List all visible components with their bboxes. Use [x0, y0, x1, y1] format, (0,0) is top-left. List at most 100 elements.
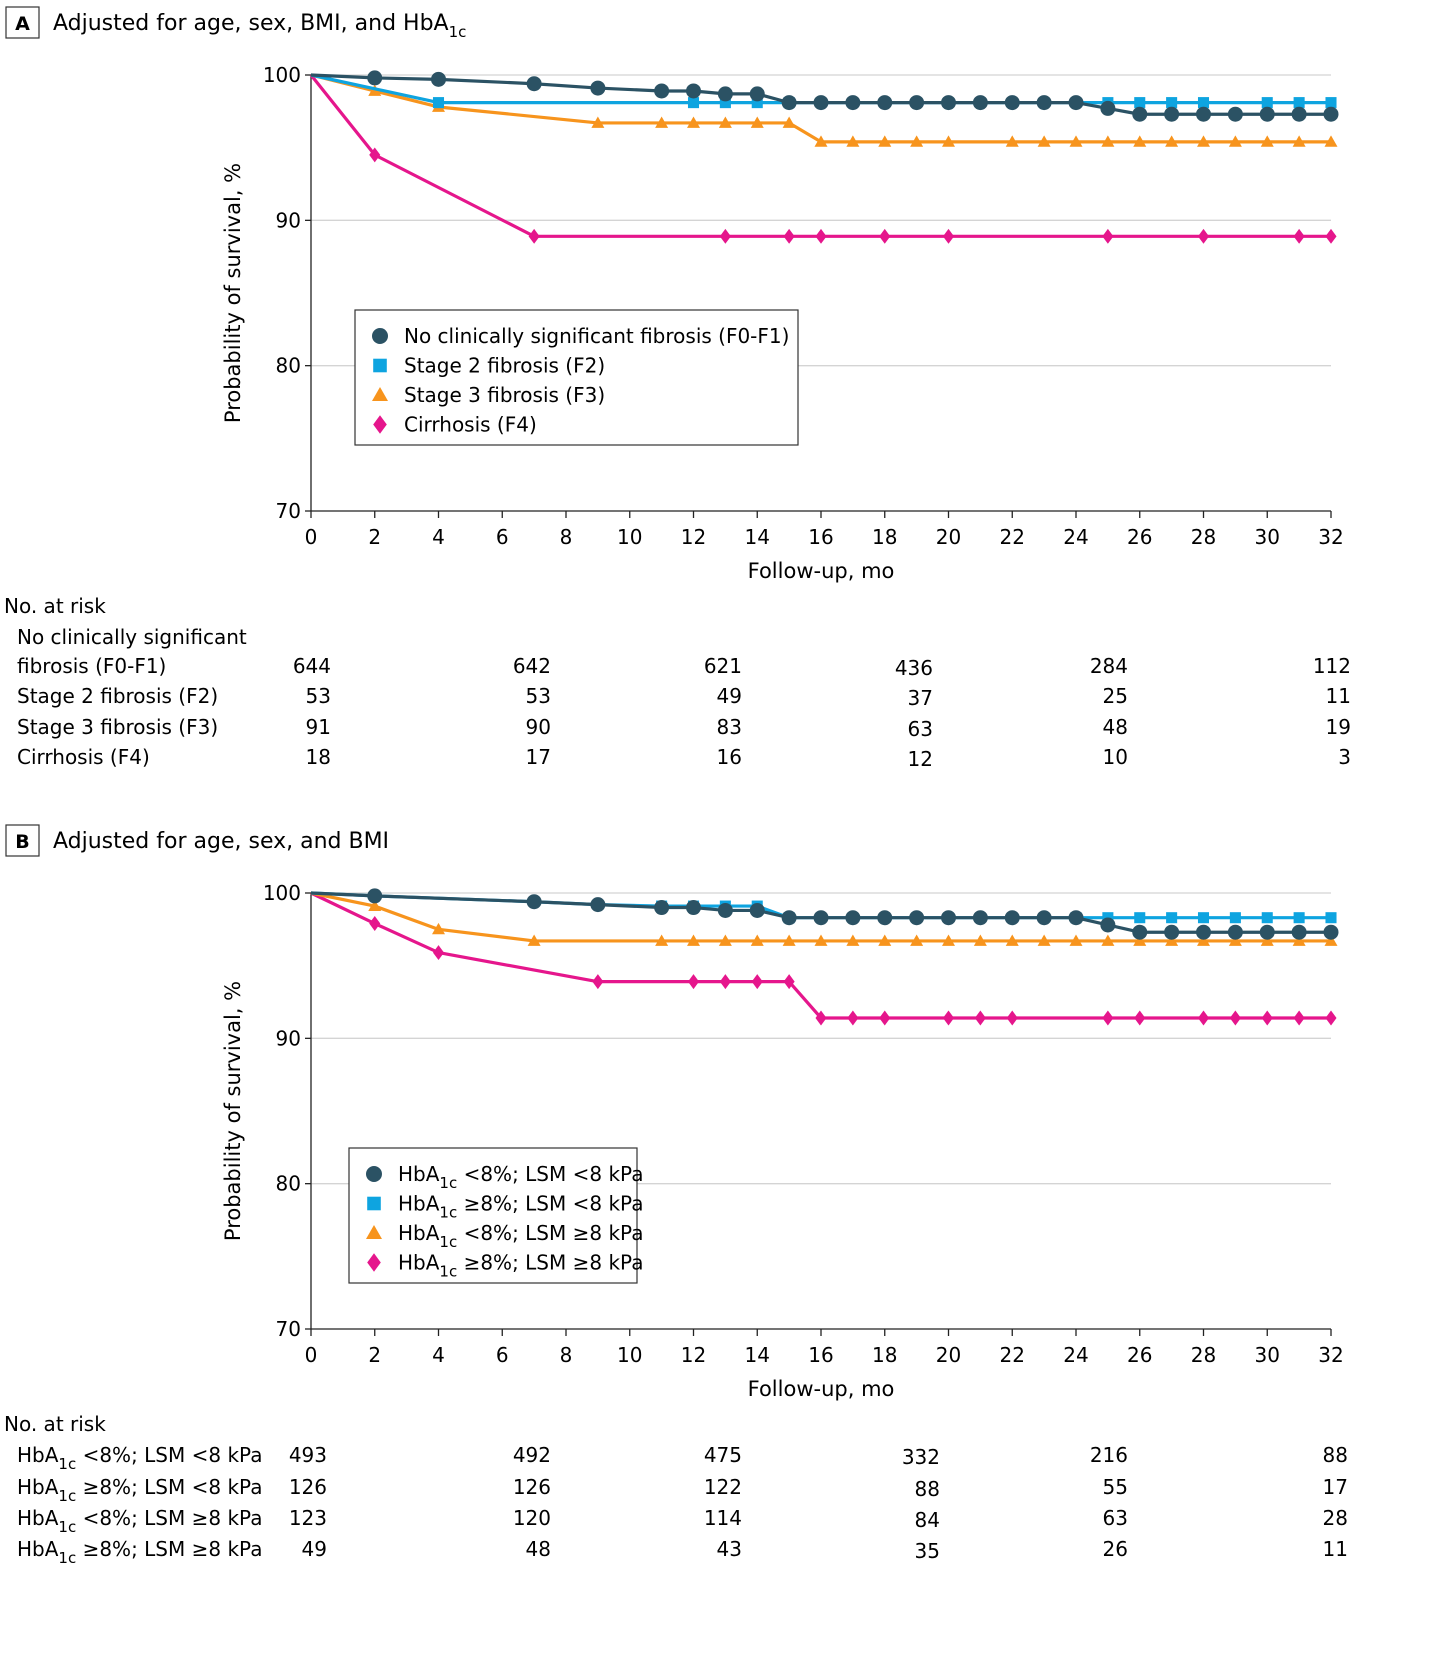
data-point [719, 228, 731, 244]
risk-row-label: Stage 2 fibrosis (F2) [17, 684, 218, 708]
legend-marker-diamond [373, 415, 387, 434]
legend-label-sub: 1c [439, 1263, 457, 1281]
risk-value: 621 [704, 654, 742, 678]
data-point [654, 83, 670, 99]
data-point [1134, 97, 1146, 109]
data-point [717, 86, 733, 102]
series-4 [309, 74, 1337, 244]
data-point [877, 95, 893, 111]
x-tick-label: 30 [1255, 525, 1280, 549]
series-4 [310, 891, 1337, 1026]
data-point [1260, 135, 1274, 147]
data-point [1100, 100, 1116, 116]
data-point [782, 116, 796, 128]
data-point [1325, 1010, 1337, 1026]
data-point [719, 97, 731, 109]
legend-marker-triangle [372, 387, 388, 401]
risk-row-label-tail: ≥8%; LSM <8 kPa [76, 1475, 262, 1499]
risk-value: 53 [306, 684, 331, 708]
x-tick-label: 6 [496, 525, 509, 549]
x-tick-label: 12 [681, 525, 706, 549]
data-point [1166, 912, 1178, 924]
risk-value: 642 [513, 654, 551, 678]
risk-row-label-main: Stage 2 fibrosis (F2) [17, 684, 218, 708]
x-tick-label: 26 [1127, 525, 1152, 549]
risk-row-label-main: HbA [17, 1443, 59, 1467]
data-point [1196, 924, 1211, 940]
risk-row-label-sub: 1c [58, 1487, 76, 1505]
risk-row-label-main: Cirrhosis (F4) [17, 745, 150, 769]
risk-value: 123 [289, 1506, 327, 1530]
data-point [655, 934, 669, 946]
data-point [1291, 924, 1307, 940]
series-line [310, 891, 1331, 943]
risk-value: 25 [1103, 684, 1128, 708]
data-point [1259, 106, 1275, 122]
x-tick-label: 26 [1127, 1343, 1152, 1367]
risk-value: 126 [513, 1475, 551, 1499]
risk-table-heading: No. at risk [4, 594, 106, 618]
data-point [717, 902, 733, 918]
data-point [367, 888, 383, 904]
x-tick-label: 24 [1063, 525, 1088, 549]
data-point [526, 894, 542, 910]
data-point [369, 147, 381, 163]
data-point [592, 974, 604, 990]
series-3 [310, 891, 1338, 946]
data-point [1005, 135, 1019, 147]
data-point [846, 934, 860, 946]
data-point [878, 135, 892, 147]
legend-box [354, 309, 799, 446]
risk-value: 10 [1103, 745, 1128, 769]
data-point [942, 934, 955, 946]
data-point [1165, 934, 1179, 946]
risk-value: 436 [895, 656, 933, 680]
data-point [1324, 135, 1338, 147]
legend-label-main: Stage 3 fibrosis (F3) [404, 383, 605, 407]
data-point [1004, 910, 1020, 926]
x-tick-label: 20 [936, 525, 961, 549]
data-point [1324, 934, 1338, 946]
data-point [845, 910, 861, 926]
x-tick-label: 10 [617, 525, 642, 549]
risk-value: 48 [526, 1537, 551, 1561]
data-point [847, 1010, 859, 1026]
legend-label-main: No clinically significant fibrosis (F0-F… [404, 324, 789, 348]
data-point [1292, 135, 1306, 147]
x-tick-label: 22 [1000, 525, 1025, 549]
data-point [432, 97, 445, 109]
x-tick-label: 8 [560, 1343, 573, 1367]
data-point [590, 80, 606, 96]
data-point [1036, 95, 1052, 111]
data-point [749, 86, 765, 102]
legend-marker-square [373, 358, 387, 373]
legend-label: HbA1c ≥8%; LSM <8 kPa [398, 1192, 643, 1222]
data-point [1101, 934, 1115, 946]
x-tick-label: 18 [872, 1343, 897, 1367]
legend-marker-triangle [366, 1225, 382, 1239]
risk-row-label-main: HbA [17, 1475, 59, 1499]
data-point [942, 135, 955, 147]
y-tick-label: 100 [263, 63, 301, 87]
data-point [1132, 924, 1148, 940]
legend-box [348, 1147, 638, 1284]
legend-label-main: Stage 2 fibrosis (F2) [404, 354, 605, 378]
data-point [1006, 1010, 1018, 1026]
data-point [1037, 135, 1051, 147]
risk-row-label-sub: 1c [58, 1518, 76, 1536]
data-point [432, 922, 445, 935]
data-point [1036, 910, 1052, 926]
series-line [309, 74, 1331, 238]
series-3 [310, 73, 1338, 147]
data-point [1259, 924, 1275, 940]
risk-table-heading: No. at risk [4, 1412, 106, 1436]
risk-row-label: Cirrhosis (F4) [17, 745, 150, 769]
data-point [781, 910, 797, 926]
risk-value: 37 [908, 686, 933, 710]
data-point [1132, 106, 1148, 122]
risk-row-label: HbA1c ≥8%; LSM <8 kPa [17, 1475, 262, 1505]
risk-row-label-tail: <8%; LSM ≥8 kPa [76, 1506, 262, 1530]
data-point [877, 910, 893, 926]
